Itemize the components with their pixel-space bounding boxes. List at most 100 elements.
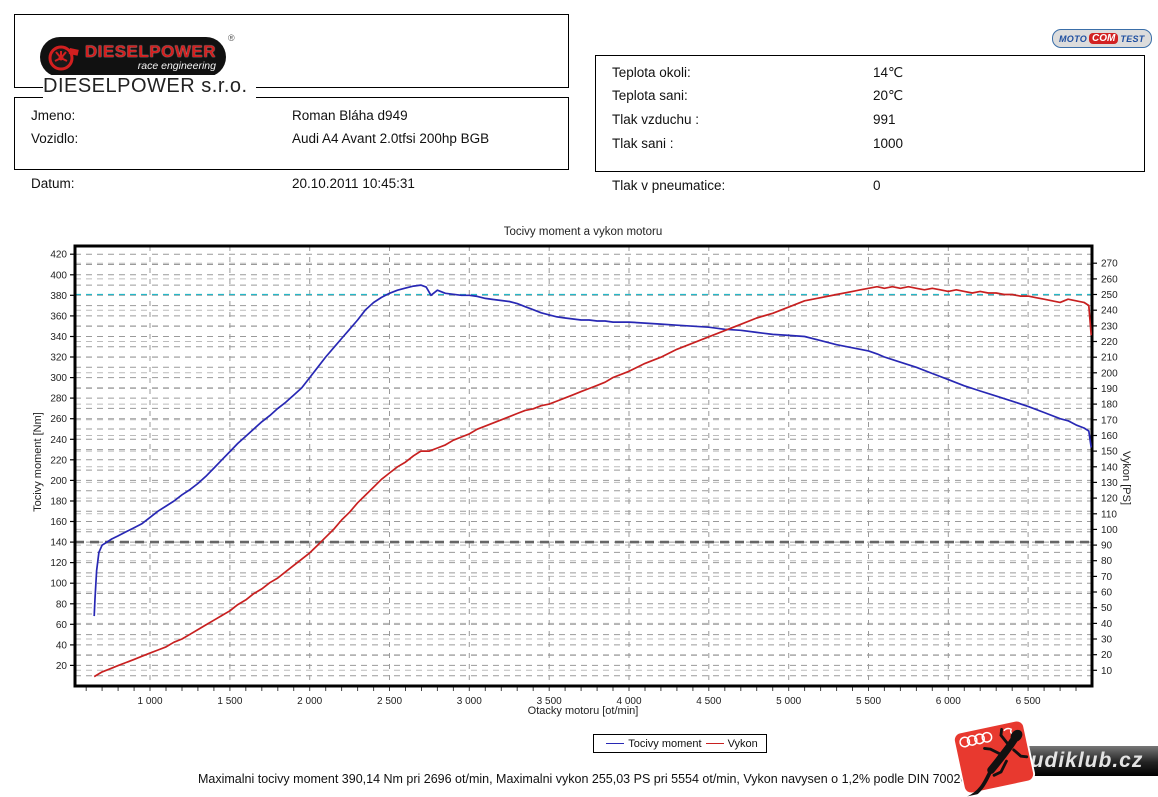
tlak-sani-value: 1000 <box>869 136 908 151</box>
brand-logo-subtext: race engineering <box>137 59 216 72</box>
svg-text:140: 140 <box>50 538 67 549</box>
datum-label: Datum: <box>31 176 79 191</box>
svg-text:170: 170 <box>1101 415 1118 426</box>
svg-text:180: 180 <box>50 497 67 508</box>
svg-text:130: 130 <box>1101 478 1118 489</box>
torque-legend-label: Tocivy moment <box>628 737 702 750</box>
svg-text:260: 260 <box>50 414 67 425</box>
svg-text:5 000: 5 000 <box>776 696 801 707</box>
svg-text:360: 360 <box>50 311 67 322</box>
svg-text:6 500: 6 500 <box>1016 696 1041 707</box>
svg-text:200: 200 <box>1101 368 1118 379</box>
svg-text:160: 160 <box>1101 431 1118 442</box>
svg-text:100: 100 <box>50 579 67 590</box>
svg-text:60: 60 <box>1101 588 1113 599</box>
chart-legend: Tocivy moment Vykon <box>593 734 767 753</box>
vozidlo-label: Vozidlo: <box>31 131 83 146</box>
motocomtest-com: COM <box>1089 33 1119 44</box>
svg-text:30: 30 <box>1101 635 1113 646</box>
svg-text:220: 220 <box>50 455 67 466</box>
power-legend-line <box>705 743 724 744</box>
svg-text:300: 300 <box>50 373 67 384</box>
svg-text:80: 80 <box>1101 556 1113 567</box>
tlak-vzduchu-label: Tlak vzduchu : <box>612 112 704 127</box>
svg-text:340: 340 <box>50 332 67 343</box>
svg-text:400: 400 <box>50 270 67 281</box>
motocomtest-moto: MOTO <box>1059 33 1088 44</box>
svg-text:220: 220 <box>1101 337 1118 348</box>
motocomtest-logo: MOTO COM TEST <box>1052 29 1152 48</box>
teplota-sani-value: 20℃ <box>869 88 908 104</box>
audiklub-gecko-badge <box>952 719 1036 797</box>
svg-text:380: 380 <box>50 291 67 302</box>
svg-text:210: 210 <box>1101 353 1118 364</box>
svg-text:40: 40 <box>56 640 68 651</box>
svg-text:120: 120 <box>50 558 67 569</box>
conditions-info-box: Teplota okoli: 14℃ Teplota sani: 20℃ Tla… <box>595 55 1145 193</box>
svg-text:40: 40 <box>1101 619 1113 630</box>
teplota-okoli-label: Teplota okoli: <box>612 65 695 80</box>
x-axis-label: Otacky motoru [ot/min] <box>527 705 639 717</box>
jmeno-value: Roman Bláha d949 <box>288 108 412 123</box>
results-summary-text: Maximalni tocivy moment 390,14 Nm pri 26… <box>198 772 968 786</box>
svg-text:20: 20 <box>56 661 68 672</box>
y-axis-left-label: Tocivy moment [Nm] <box>32 412 44 512</box>
brand-header-box: DIESELPOWER race engineering ® DIESELPOW… <box>14 14 569 98</box>
vozidlo-value: Audi A4 Avant 2.0tfsi 200hp BGB <box>288 131 494 146</box>
customer-info-box: Jmeno: Roman Bláha d949 Vozidlo: Audi A4… <box>14 97 569 191</box>
svg-text:120: 120 <box>1101 494 1118 505</box>
svg-text:50: 50 <box>1101 603 1113 614</box>
svg-text:2 000: 2 000 <box>297 696 322 707</box>
svg-text:240: 240 <box>50 435 67 446</box>
svg-text:110: 110 <box>1101 509 1117 520</box>
svg-text:160: 160 <box>50 517 67 528</box>
tlak-sani-label: Tlak sani : <box>612 136 678 151</box>
brand-logo-text: DIESELPOWER <box>84 41 216 61</box>
svg-text:1 000: 1 000 <box>137 696 162 707</box>
motocomtest-test: TEST <box>1120 33 1145 44</box>
svg-text:150: 150 <box>1101 447 1118 458</box>
svg-text:70: 70 <box>1101 572 1113 583</box>
gecko-icon <box>966 727 1029 797</box>
y-axis-right-label: Vykon [PS] <box>1120 450 1132 506</box>
svg-text:280: 280 <box>50 394 67 405</box>
jmeno-label: Jmeno: <box>31 108 80 123</box>
svg-text:20: 20 <box>1101 650 1113 661</box>
audiklub-logo: audiklub.cz <box>948 719 1158 797</box>
svg-text:140: 140 <box>1101 462 1118 473</box>
tlak-vzduchu-value: 991 <box>869 112 900 127</box>
registered-mark: ® <box>228 33 235 43</box>
datum-value: 20.10.2011 10:45:31 <box>288 176 419 191</box>
svg-text:3 000: 3 000 <box>457 696 482 707</box>
svg-text:200: 200 <box>50 476 67 487</box>
svg-text:60: 60 <box>56 620 68 631</box>
svg-text:420: 420 <box>50 250 67 261</box>
torque-legend-line <box>606 743 625 744</box>
dyno-chart: 20 40 60 80 100 120 140 160 180 200 220 240 260 280 30… <box>0 228 1158 708</box>
svg-text:190: 190 <box>1101 384 1118 395</box>
audiklub-text: audiklub.cz <box>1018 749 1144 772</box>
svg-text:2 500: 2 500 <box>377 696 402 707</box>
svg-text:6 000: 6 000 <box>936 696 961 707</box>
teplota-okoli-value: 14℃ <box>869 65 908 81</box>
svg-text:3 500: 3 500 <box>537 696 562 707</box>
svg-text:240: 240 <box>1101 306 1118 317</box>
svg-text:80: 80 <box>56 599 68 610</box>
svg-text:270: 270 <box>1101 259 1118 270</box>
svg-text:5 500: 5 500 <box>856 696 881 707</box>
chart-title: Tocivy moment a vykon motoru <box>503 226 663 238</box>
svg-text:10: 10 <box>1101 666 1113 677</box>
dieselpower-logo: DIESELPOWER race engineering <box>40 37 226 77</box>
svg-text:4 000: 4 000 <box>616 696 641 707</box>
power-legend-label: Vykon <box>727 737 758 750</box>
svg-text:4 500: 4 500 <box>696 696 721 707</box>
teplota-sani-label: Teplota sani: <box>612 88 692 103</box>
audi-rings-icon <box>959 731 993 748</box>
svg-text:90: 90 <box>1101 541 1113 552</box>
turbo-icon <box>48 45 79 71</box>
tlak-pneumatice-label: Tlak v pneumatice: <box>612 178 730 193</box>
svg-text:230: 230 <box>1101 321 1118 332</box>
company-name: DIESELPOWER s.r.o. <box>43 75 256 98</box>
tlak-pneumatice-value: 0 <box>869 178 885 193</box>
